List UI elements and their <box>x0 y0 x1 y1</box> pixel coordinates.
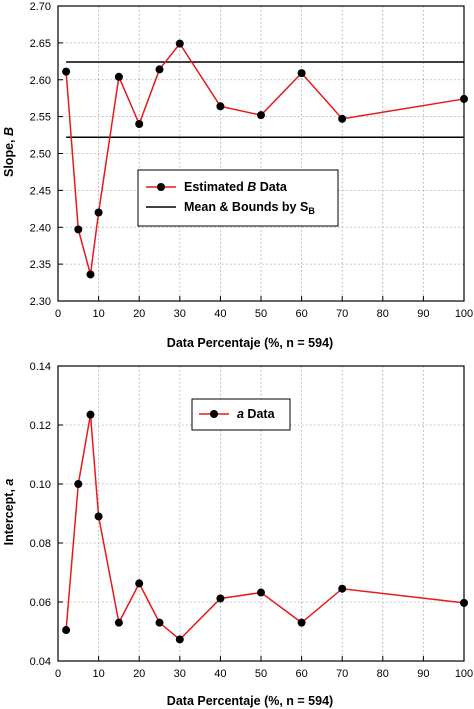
intercept-y-tick-label: 0.08 <box>30 538 51 550</box>
slope-x-tick-label: 70 <box>336 308 348 320</box>
slope-gridlines <box>58 6 464 301</box>
slope-y-tick-label: 2.60 <box>30 75 51 87</box>
slope-legend-series-swatch-marker <box>157 183 165 191</box>
slope-x-axis-title: Data Percentaje (%, n = 594) <box>167 336 333 350</box>
intercept-series-line <box>65 414 465 641</box>
slope-data-point <box>338 114 347 123</box>
intercept-x-tick-label: 20 <box>133 668 145 680</box>
intercept-data-point <box>86 410 95 419</box>
slope-chart: 0 10 20 30 40 50 60 70 80 90 100 2.30 2.35 2.40 2.45 2.… <box>2 1 473 350</box>
intercept-x-axis-title: Data Percentaje (%, n = 594) <box>167 694 333 708</box>
slope-y-tick-label: 2.30 <box>30 296 51 308</box>
intercept-x-tick-label: 70 <box>336 668 348 680</box>
intercept-y-tick-label: 0.12 <box>30 420 51 432</box>
slope-x-tick-label: 30 <box>174 308 186 320</box>
intercept-data-point <box>135 579 144 588</box>
intercept-legend-series-label: a Data <box>237 407 276 421</box>
slope-x-tick-label: 20 <box>133 308 145 320</box>
intercept-data-point <box>94 512 103 521</box>
slope-y-tick-label: 2.45 <box>30 185 51 197</box>
intercept-data-point <box>114 618 123 627</box>
intercept-x-tick-label: 60 <box>295 668 307 680</box>
intercept-x-tick-label: 30 <box>174 668 186 680</box>
slope-data-point <box>297 69 306 78</box>
intercept-x-tick-label: 40 <box>214 668 226 680</box>
slope-x-tick-label: 80 <box>377 308 389 320</box>
intercept-legend-series-swatch-marker <box>210 410 218 418</box>
slope-y-tick-label: 2.35 <box>30 259 51 271</box>
slope-x-tick-label: 0 <box>55 308 61 320</box>
slope-data-point <box>74 225 83 234</box>
slope-data-point <box>114 72 123 81</box>
slope-legend-series-label-var: B <box>247 180 256 194</box>
intercept-data-point <box>297 618 306 627</box>
slope-x-tick-label: 50 <box>255 308 267 320</box>
intercept-data-point <box>257 588 265 597</box>
slope-data-point <box>175 39 184 48</box>
intercept-y-axis-title-var: a <box>2 479 16 486</box>
intercept-ticks: 0 10 20 30 40 50 60 70 80 90 100 0.04 0.06 0.08 0.10 0.… <box>30 361 474 680</box>
intercept-series <box>62 410 468 644</box>
slope-x-tick-label: 10 <box>92 308 104 320</box>
slope-data-point <box>155 65 164 74</box>
slope-legend-series-label-prefix: Estimated <box>184 180 247 194</box>
intercept-x-tick-label: 50 <box>255 668 267 680</box>
intercept-data-point <box>216 594 225 603</box>
intercept-data-point <box>74 480 83 488</box>
intercept-legend: a Data <box>191 398 291 431</box>
slope-y-tick-label: 2.55 <box>30 112 51 124</box>
intercept-legend-series-label-suffix: Data <box>244 407 276 421</box>
slope-x-tick-label: 100 <box>455 308 473 320</box>
slope-y-tick-label: 2.40 <box>30 222 51 234</box>
intercept-data-point <box>175 635 184 644</box>
intercept-y-tick-label: 0.04 <box>30 656 51 668</box>
intercept-y-tick-label: 0.06 <box>30 597 51 609</box>
slope-legend-box <box>137 169 339 227</box>
intercept-x-tick-label: 80 <box>377 668 389 680</box>
intercept-x-tick-label: 10 <box>92 668 104 680</box>
slope-y-tick-label: 2.65 <box>30 38 51 50</box>
intercept-y-tick-label: 0.14 <box>30 361 51 373</box>
slope-legend-series-label: Estimated B Data <box>184 180 288 194</box>
intercept-legend-series-label-var: a <box>237 407 244 421</box>
slope-series-line <box>65 42 465 275</box>
intercept-data-point <box>155 618 164 627</box>
slope-y-tick-label: 2.70 <box>30 1 51 13</box>
intercept-data-point <box>338 584 347 593</box>
slope-data-point <box>94 208 103 217</box>
intercept-y-axis-title: Intercept, a <box>2 479 16 546</box>
intercept-x-tick-label: 0 <box>55 668 61 680</box>
slope-data-point <box>86 270 95 279</box>
slope-legend-reference-label-sub: B <box>308 206 315 216</box>
intercept-chart: 0 10 20 30 40 50 60 70 80 90 100 0.04 0.06 0.08 0.10 0.… <box>2 361 473 708</box>
intercept-y-tick-label: 0.10 <box>30 479 51 491</box>
intercept-x-tick-label: 90 <box>417 668 429 680</box>
slope-legend-reference-label-main: Mean & Bounds by S <box>184 200 308 214</box>
slope-legend: Estimated B Data Mean & Bounds by SB <box>137 169 339 227</box>
slope-legend-series-label-suffix: Data <box>256 180 288 194</box>
slope-data-point <box>62 67 71 76</box>
slope-data-point <box>135 120 144 128</box>
intercept-legend-box <box>191 398 291 431</box>
slope-y-axis-title-prefix: Slope, <box>2 136 16 177</box>
slope-reference-lines <box>66 61 464 139</box>
slope-y-axis-title: Slope, B <box>2 127 16 177</box>
slope-x-tick-label: 40 <box>214 308 226 320</box>
slope-y-axis-title-var: B <box>2 127 16 136</box>
slope-data-point <box>216 102 225 111</box>
slope-legend-reference-label: Mean & Bounds by SB <box>184 200 315 216</box>
slope-x-tick-label: 60 <box>295 308 307 320</box>
slope-series <box>62 39 468 279</box>
slope-ticks: 0 10 20 30 40 50 60 70 80 90 100 2.30 2.35 2.40 2.45 2.… <box>30 1 474 320</box>
slope-data-point <box>257 111 265 120</box>
intercept-data-point <box>62 626 71 635</box>
intercept-x-tick-label: 100 <box>455 668 473 680</box>
slope-y-tick-label: 2.50 <box>30 149 51 161</box>
intercept-y-axis-title-prefix: Intercept, <box>2 486 16 546</box>
slope-x-tick-label: 90 <box>417 308 429 320</box>
